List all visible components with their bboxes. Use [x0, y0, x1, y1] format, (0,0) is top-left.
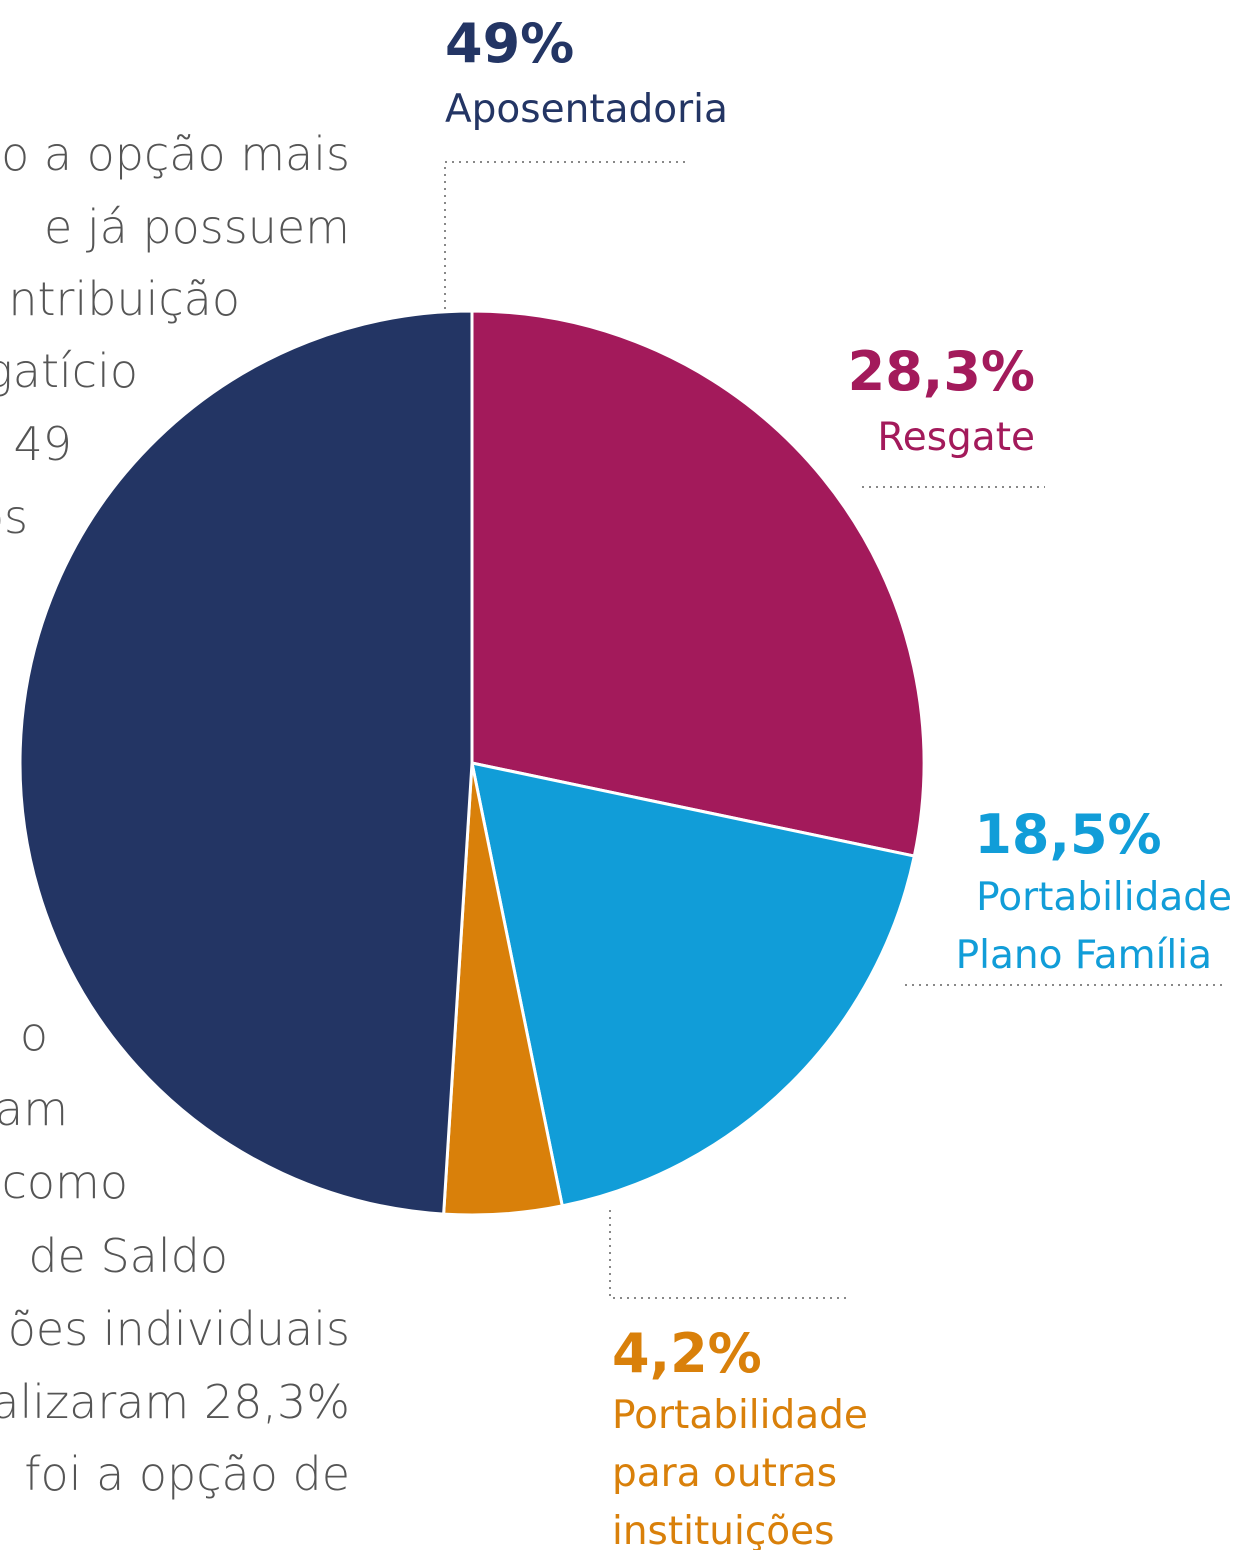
category-label: instituições — [612, 1509, 834, 1550]
paragraph-line: am — [0, 1082, 68, 1136]
labels: 28,3% Resgate 18,5% Portabilidade Plano Famí… — [445, 12, 1232, 1550]
paragraph-line: e já possuem — [44, 200, 350, 254]
paragraph-line: como — [2, 1155, 128, 1209]
category-label: Plano Família — [956, 933, 1212, 978]
value-label: 28,3% — [848, 340, 1035, 403]
value-label: 49% — [445, 12, 574, 75]
paragraph-line: foi a opção de — [24, 1447, 350, 1501]
paragraph-line: os — [0, 490, 28, 544]
pie — [18, 309, 926, 1217]
paragraph-line: ões individuais — [8, 1302, 350, 1356]
pie-slice — [470, 761, 917, 1208]
paragraph-line: gatício — [0, 344, 138, 398]
paragraph-line: alizaram 28,3% — [0, 1375, 350, 1429]
paragraph-line: de Saldo — [28, 1229, 228, 1283]
leader-line — [609, 1210, 850, 1299]
category-label: para outras — [612, 1451, 837, 1496]
paragraph-line: ntribuição — [8, 272, 240, 326]
background-text: o a opção mais e já possuem ntribuição gatí… — [0, 127, 350, 1501]
category-label: Resgate — [877, 415, 1035, 460]
paragraph-line: o a opção mais — [1, 127, 350, 181]
leader-line — [444, 161, 690, 316]
value-label: 18,5% — [974, 803, 1161, 866]
paragraph-line: o — [20, 1007, 48, 1061]
category-label: Aposentadoria — [445, 87, 728, 132]
paragraph-line: 49 — [13, 417, 72, 471]
pie-slice — [470, 309, 926, 858]
category-label: Portabilidade — [976, 875, 1232, 920]
pie-slice — [18, 309, 474, 1216]
category-label: Portabilidade — [612, 1393, 868, 1438]
value-label: 4,2% — [612, 1322, 762, 1385]
